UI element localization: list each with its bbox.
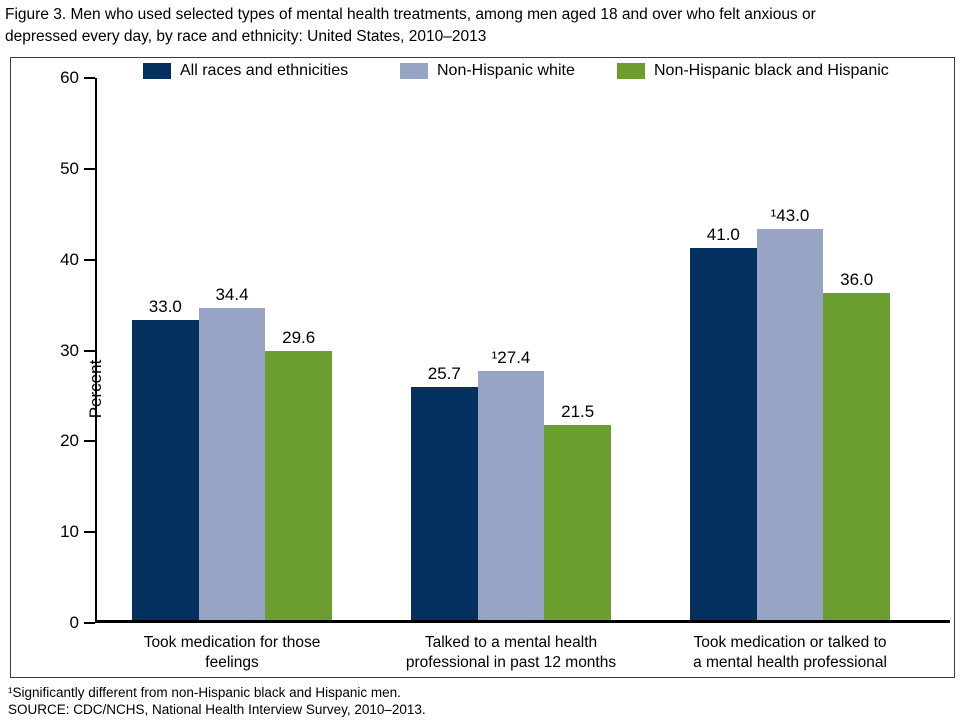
footnote-significance: ¹Significantly different from non-Hispan… xyxy=(8,685,401,700)
x-category-label-line: Took medication for those xyxy=(143,634,321,651)
bar-cell: 33.0 xyxy=(132,297,199,620)
bar-value-label: 25.7 xyxy=(427,363,461,383)
x-category-label-line: professional in past 12 months xyxy=(405,654,617,671)
figure-title-line-2: depressed every day, by race and ethnici… xyxy=(5,27,487,45)
x-category-label-line: Took medication or talked to xyxy=(693,634,887,651)
legend-item: Non-Hispanic white xyxy=(400,62,575,80)
bar-series-2-category-3 xyxy=(756,229,824,620)
y-tick-label: 50 xyxy=(60,158,79,178)
y-tick-mark xyxy=(84,167,95,170)
bar-cell: 29.6 xyxy=(265,328,333,620)
y-tick-mark xyxy=(84,531,95,534)
bar-group: 41.0 ¹43.0 36.0 xyxy=(690,206,891,620)
bar-value-label: 41.0 xyxy=(706,224,740,244)
legend-swatch-icon xyxy=(143,63,171,79)
legend-swatch-icon xyxy=(400,63,428,79)
legend-label: Non-Hispanic black and Hispanic xyxy=(654,62,889,79)
bar-value-label: 29.6 xyxy=(282,328,316,348)
y-axis-title: Percent xyxy=(86,359,105,419)
y-tick-mark xyxy=(84,77,95,79)
y-tick-label: 10 xyxy=(60,522,79,542)
bar-value-label: 21.5 xyxy=(561,401,595,421)
x-category-label: Talked to a mental health professional in… xyxy=(356,633,666,673)
bar-series-3-category-3 xyxy=(823,293,891,620)
y-tick-label: 20 xyxy=(60,431,79,451)
bar-series-1-category-2 xyxy=(411,386,478,620)
x-category-label: Took medication or talked to a mental hea… xyxy=(635,633,945,673)
footnote-source: SOURCE: CDC/NCHS, National Health Interv… xyxy=(8,702,426,717)
legend-item: Non-Hispanic black and Hispanic xyxy=(617,62,889,80)
legend-label: Non-Hispanic white xyxy=(437,62,575,79)
legend-swatch-icon xyxy=(617,63,645,79)
y-tick-label: 30 xyxy=(60,340,79,360)
x-category-label-line: feelings xyxy=(205,654,259,671)
y-tick-label: 40 xyxy=(60,249,79,269)
bar-value-label: 36.0 xyxy=(840,270,874,289)
bar-cell: ¹27.4 xyxy=(477,348,545,620)
bar-series-3-category-1 xyxy=(265,351,333,620)
bar-value-label: ¹43.0 xyxy=(770,206,810,226)
bar-series-3-category-2 xyxy=(544,424,612,620)
legend-item: All races and ethnicities xyxy=(143,62,348,80)
figure-title: Figure 3. Men who used selected types of… xyxy=(5,4,955,47)
bar-value-label: 34.4 xyxy=(215,284,249,304)
chart-frame: All races and ethnicities Non-Hispanic wh… xyxy=(10,57,955,678)
bar-cell: 34.4 xyxy=(198,284,266,620)
bar-value-label: 33.0 xyxy=(148,297,182,317)
bar-group: 33.0 34.4 29.6 xyxy=(132,284,333,620)
bar-series-1-category-1 xyxy=(132,320,199,620)
y-tick-mark xyxy=(84,258,95,261)
y-tick-mark xyxy=(84,349,95,352)
y-tick-mark xyxy=(84,622,95,624)
x-category-label-line: a mental health professional xyxy=(693,654,887,671)
footnotes: ¹Significantly different from non-Hispan… xyxy=(8,684,426,718)
y-tick-mark xyxy=(84,440,95,443)
bar-cell: 36.0 xyxy=(823,270,891,620)
x-category-label-line: Talked to a mental health xyxy=(424,634,598,651)
figure-title-line-1: Figure 3. Men who used selected types of… xyxy=(5,6,816,23)
x-category-label: Took medication for those feelings xyxy=(77,633,387,673)
bar-cell: ¹43.0 xyxy=(756,206,824,620)
bar-group: 25.7 ¹27.4 21.5 xyxy=(411,348,612,620)
bar-cell: 21.5 xyxy=(544,401,612,620)
bar-value-label: ¹27.4 xyxy=(491,348,531,368)
y-tick-label: 60 xyxy=(60,68,79,87)
bar-series-2-category-2 xyxy=(477,371,545,620)
bar-cell: 41.0 xyxy=(690,225,757,620)
bar-cell: 25.7 xyxy=(411,364,478,620)
bar-series-1-category-3 xyxy=(690,247,757,620)
y-tick-label: 0 xyxy=(69,613,79,632)
bar-series-2-category-1 xyxy=(198,307,266,620)
legend-label: All races and ethnicities xyxy=(180,62,349,79)
plot-area: Percent 0 10 20 30 40 50 60 33.0 34.4 29.6 25.7 ¹27… xyxy=(60,68,950,632)
